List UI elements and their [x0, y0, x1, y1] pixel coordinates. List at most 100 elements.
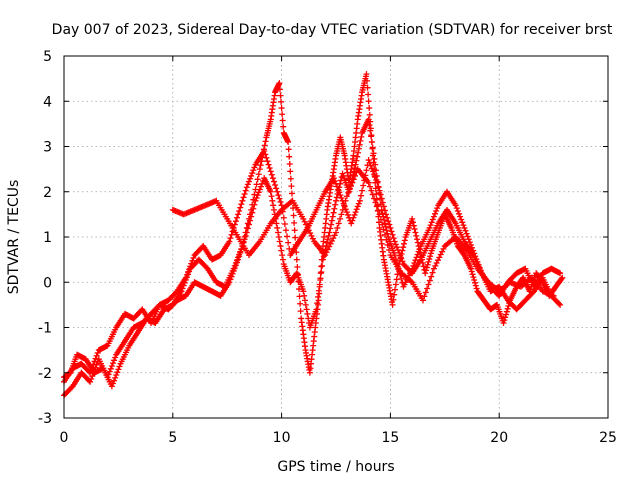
data-point	[111, 357, 118, 364]
data-point	[457, 213, 464, 220]
data-point	[343, 193, 350, 200]
data-point	[436, 254, 443, 261]
data-point	[274, 188, 281, 195]
data-point	[280, 123, 287, 130]
x-tick-label: 15	[381, 430, 399, 446]
series-track-d	[169, 166, 557, 304]
data-point	[251, 201, 258, 208]
data-point	[392, 286, 399, 293]
data-point	[308, 232, 315, 239]
data-point	[337, 192, 344, 199]
data-point	[376, 187, 383, 194]
data-point	[559, 274, 566, 281]
data-point	[425, 258, 432, 265]
data-point	[388, 228, 395, 235]
data-point	[286, 153, 293, 160]
data-point	[241, 236, 248, 243]
data-point	[375, 183, 382, 190]
data-point	[279, 252, 286, 259]
data-point	[248, 213, 255, 220]
data-point	[239, 197, 246, 204]
data-point	[353, 157, 360, 164]
data-point	[367, 127, 374, 134]
data-point	[412, 257, 419, 264]
data-point	[251, 164, 258, 171]
data-point	[409, 219, 416, 226]
data-point	[270, 202, 277, 209]
data-point	[279, 117, 286, 124]
data-point	[352, 161, 359, 168]
data-point	[335, 220, 342, 227]
data-point	[189, 257, 196, 264]
data-point	[501, 317, 508, 324]
data-point	[313, 306, 320, 313]
data-point	[433, 260, 440, 267]
data-point	[292, 234, 299, 241]
data-point	[297, 308, 304, 315]
data-point	[293, 256, 300, 263]
data-point	[355, 149, 362, 156]
data-point	[235, 256, 242, 263]
data-point	[422, 289, 429, 296]
data-point	[290, 212, 297, 219]
data-point	[229, 270, 236, 277]
data-point	[500, 319, 507, 326]
data-point	[319, 262, 326, 269]
data-point	[111, 377, 118, 384]
data-point	[349, 179, 356, 186]
data-point	[227, 235, 234, 242]
data-point	[398, 275, 405, 282]
data-point	[358, 133, 365, 140]
data-point	[425, 281, 432, 288]
data-point	[366, 111, 373, 118]
data-point	[415, 248, 422, 255]
data-point	[426, 277, 433, 284]
data-point	[413, 254, 420, 261]
data-point	[269, 175, 276, 182]
data-point	[399, 258, 406, 265]
data-point	[372, 199, 379, 206]
data-point	[385, 218, 392, 225]
data-point	[338, 194, 345, 201]
data-point	[268, 171, 275, 178]
data-point	[256, 186, 263, 193]
data-point	[333, 197, 339, 204]
data-point	[253, 194, 260, 201]
data-point	[277, 198, 284, 205]
data-point	[423, 264, 430, 271]
data-point	[351, 164, 358, 171]
data-point	[326, 229, 333, 236]
data-point	[263, 154, 270, 161]
data-point	[255, 171, 262, 178]
data-point	[346, 186, 353, 193]
data-point	[458, 216, 465, 223]
data-point	[315, 287, 322, 294]
data-point	[264, 158, 271, 165]
data-point	[470, 274, 477, 281]
data-point	[244, 181, 251, 188]
data-point	[380, 226, 387, 233]
data-point	[558, 275, 565, 282]
data-point	[365, 91, 372, 98]
data-point	[355, 200, 362, 207]
data-point	[380, 203, 387, 210]
data-point	[277, 92, 284, 99]
data-point	[373, 176, 380, 183]
data-point	[243, 184, 250, 191]
data-point	[463, 230, 470, 237]
data-point	[238, 246, 245, 253]
data-point	[237, 204, 244, 211]
data-point	[287, 175, 294, 182]
data-point	[331, 232, 338, 239]
data-point	[338, 211, 345, 218]
data-point	[381, 207, 388, 214]
data-point	[503, 311, 509, 318]
data-point	[364, 84, 371, 91]
data-point	[226, 279, 233, 286]
data-point	[504, 305, 511, 312]
data-point	[383, 236, 390, 243]
data-point	[109, 380, 116, 387]
data-point	[247, 217, 254, 224]
data-point	[104, 374, 111, 381]
data-point	[468, 268, 475, 275]
